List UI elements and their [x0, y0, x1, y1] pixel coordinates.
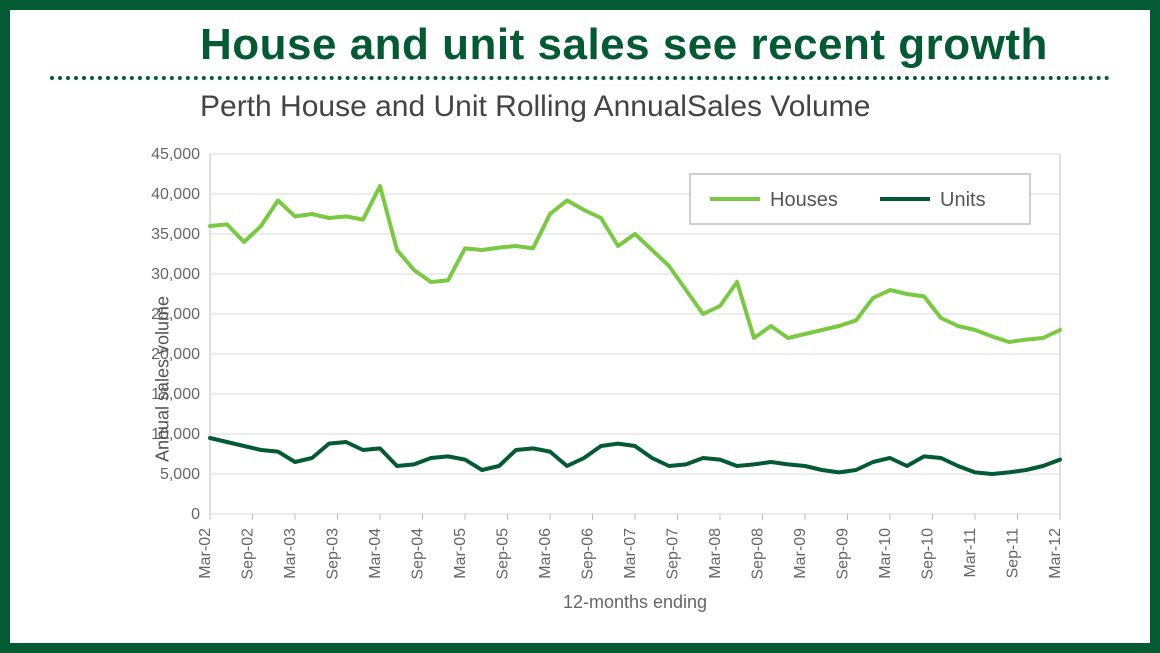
- svg-text:Mar-03: Mar-03: [282, 528, 299, 579]
- svg-text:40,000: 40,000: [151, 186, 200, 203]
- svg-text:5,000: 5,000: [160, 466, 200, 483]
- svg-text:Sep-09: Sep-09: [835, 528, 852, 580]
- svg-text:Mar-07: Mar-07: [622, 528, 639, 579]
- svg-text:Mar-08: Mar-08: [707, 528, 724, 579]
- svg-text:Sep-08: Sep-08: [750, 528, 767, 580]
- y-axis-label: Annual sales volume: [153, 296, 174, 462]
- divider: [50, 76, 1110, 80]
- chart-title: House and unit sales see recent growth: [200, 20, 1110, 70]
- svg-text:30,000: 30,000: [151, 266, 200, 283]
- svg-text:Mar-09: Mar-09: [792, 528, 809, 579]
- svg-text:Sep-03: Sep-03: [325, 528, 342, 580]
- svg-text:Mar-12: Mar-12: [1047, 528, 1064, 579]
- svg-text:Mar-10: Mar-10: [877, 528, 894, 579]
- svg-text:12-months ending: 12-months ending: [563, 592, 707, 612]
- svg-text:Sep-10: Sep-10: [920, 528, 937, 580]
- svg-text:Sep-11: Sep-11: [1005, 528, 1022, 579]
- svg-text:Mar-02: Mar-02: [197, 528, 214, 579]
- chart-plot-area: Annual sales volume 05,00010,00015,00020…: [120, 144, 1110, 614]
- svg-text:45,000: 45,000: [151, 146, 200, 163]
- svg-text:Mar-04: Mar-04: [367, 528, 384, 579]
- chart-container: House and unit sales see recent growth P…: [0, 0, 1160, 653]
- svg-text:Sep-04: Sep-04: [410, 528, 427, 580]
- chart-subtitle: Perth House and Unit Rolling AnnualSales…: [200, 90, 1110, 124]
- svg-text:0: 0: [191, 506, 200, 523]
- svg-text:Sep-07: Sep-07: [665, 528, 682, 580]
- svg-text:Sep-02: Sep-02: [240, 528, 257, 580]
- line-chart-svg: 05,00010,00015,00020,00025,00030,00035,0…: [120, 144, 1080, 614]
- svg-text:Sep-06: Sep-06: [580, 528, 597, 580]
- svg-text:Sep-05: Sep-05: [495, 528, 512, 580]
- svg-text:35,000: 35,000: [151, 226, 200, 243]
- svg-text:Mar-06: Mar-06: [537, 528, 554, 579]
- svg-text:Mar-05: Mar-05: [452, 528, 469, 579]
- svg-text:Units: Units: [940, 189, 986, 211]
- svg-text:Mar-11: Mar-11: [962, 528, 979, 578]
- svg-text:Houses: Houses: [770, 189, 838, 211]
